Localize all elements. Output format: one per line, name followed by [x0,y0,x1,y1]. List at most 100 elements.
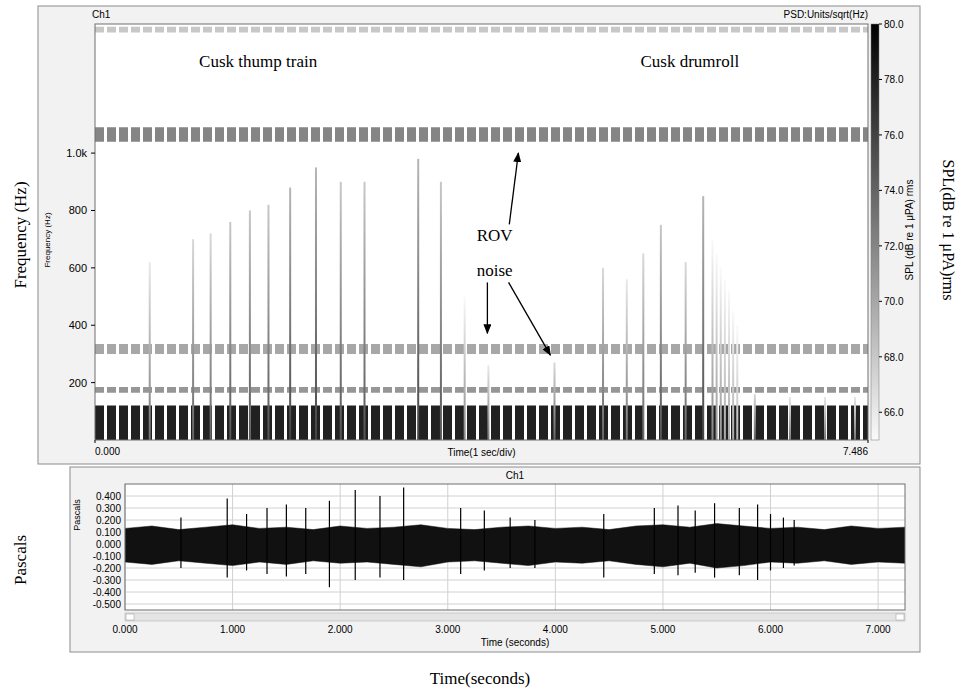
y-tick-label: 0.000 [96,539,121,550]
y-tick [91,325,95,326]
y-axis-title: Pascals [72,499,82,531]
annotation-arrow [487,282,488,333]
colorbar-tick [879,356,882,357]
sound-pulse [660,225,662,440]
x-tick-label: 7.486 [843,446,868,457]
y-tick-label: -0.300 [93,575,122,586]
y-tick-label: 400 [69,319,87,331]
annotation: Cusk thump train [199,52,318,71]
scrollbar-button [126,614,134,620]
pressure-peak [739,508,740,575]
sound-pulse [716,254,718,440]
y-tick-label: 1.0k [66,147,87,159]
sound-pulse [417,159,419,440]
y-grid-line [125,496,905,497]
sound-pulse [789,397,791,440]
y-tick-label: -0.100 [93,551,122,562]
outer-y-axis-title: Pascals [11,535,30,585]
y-tick-label: 800 [69,204,87,216]
y-tick-label: -0.500 [93,599,122,610]
x-tick-label: 2.000 [328,624,353,635]
pressure-peak [246,514,247,570]
pressure-peak [484,510,485,570]
outer-colorbar-title: SPL(dB re 1 μPA)rms [939,160,957,301]
x-grid-line [770,484,771,610]
pressure-peak [329,501,330,587]
plot-background [95,24,868,440]
y-tick-label: 0.300 [96,503,121,514]
y-grid-line [125,568,905,569]
x-tick-label: 0.000 [95,446,120,457]
colorbar-tick [879,245,882,246]
pressure-peak [266,508,267,574]
sound-pulse [711,239,713,440]
colorbar-tick-label: 78.0 [884,74,904,85]
pressure-peak [677,506,678,576]
x-axis-title: Time(1 sec/div) [448,447,516,458]
x-tick-label: 5.000 [650,624,675,635]
scrollbar-button [896,614,904,620]
spectrogram-marks [95,30,868,440]
colorbar-tick [879,301,882,302]
sound-pulse [754,394,756,440]
y-tick [91,153,95,154]
x-axis-title: Time (seconds) [481,637,550,648]
pressure-peak [714,503,715,577]
noise-band [95,27,868,33]
sound-pulse [149,262,151,440]
sound-pulse [364,182,366,440]
y-tick-label: -0.400 [93,587,122,598]
y-tick [91,210,95,211]
colorbar-tick-label: 66.0 [884,407,904,418]
sound-pulse [602,268,604,440]
sound-pulse [736,325,738,440]
annotation-arrow [509,282,551,355]
sound-pulse [685,262,687,440]
sound-pulse [315,167,317,440]
sound-pulse [464,297,466,440]
x-tick-label: 6.000 [758,624,783,635]
noise-band [95,127,868,141]
figure: Ch1PSD:Units/sqrt(Hz)2004006008001.0kFre… [0,0,961,697]
panel-subtitle: PSD:Units/sqrt(Hz) [784,9,868,20]
pressure-peak [794,520,795,566]
sound-pulse [724,279,726,440]
colorbar-tick [879,24,882,25]
colorbar-tick-label: 76.0 [884,130,904,141]
pressure-peak [603,514,604,578]
sound-pulse [732,311,734,440]
y-axis-title: Frequency (Hz) [43,212,52,267]
sound-pulse [340,182,342,440]
y-tick [91,382,95,383]
pressure-peak [286,504,287,576]
sound-pulse [210,233,212,440]
sound-pulse [554,363,556,440]
y-grid-line [125,580,905,581]
pressure-peak [783,518,784,568]
pressure-peak [695,510,696,572]
annotation: noise [477,261,513,280]
x-tick [95,440,96,443]
outer-y-axis-title: Frequency (Hz) [11,181,30,288]
panel-title: Ch1 [506,470,525,481]
x-tick-label: 4.000 [543,624,568,635]
colorbar-tick [879,79,882,80]
annotation: ROV [477,226,514,245]
colorbar-tick [879,412,882,413]
y-grid-line [125,604,905,605]
pressure-peak [180,518,181,568]
x-tick-label: 0.000 [112,624,137,635]
pressure-peak [227,498,228,577]
y-tick-label: -0.200 [93,563,122,574]
sound-pulse [642,254,644,440]
sound-pulse [702,196,704,440]
y-grid-line [125,592,905,593]
y-grid-line [125,520,905,521]
scrollbar [125,613,905,621]
panel-title: Ch1 [92,9,111,20]
colorbar-tick-label: 74.0 [884,185,904,196]
plot-frame [125,484,905,610]
sound-pulse [289,188,291,440]
pressure-peak [510,518,511,568]
waveform-marks [125,488,905,588]
